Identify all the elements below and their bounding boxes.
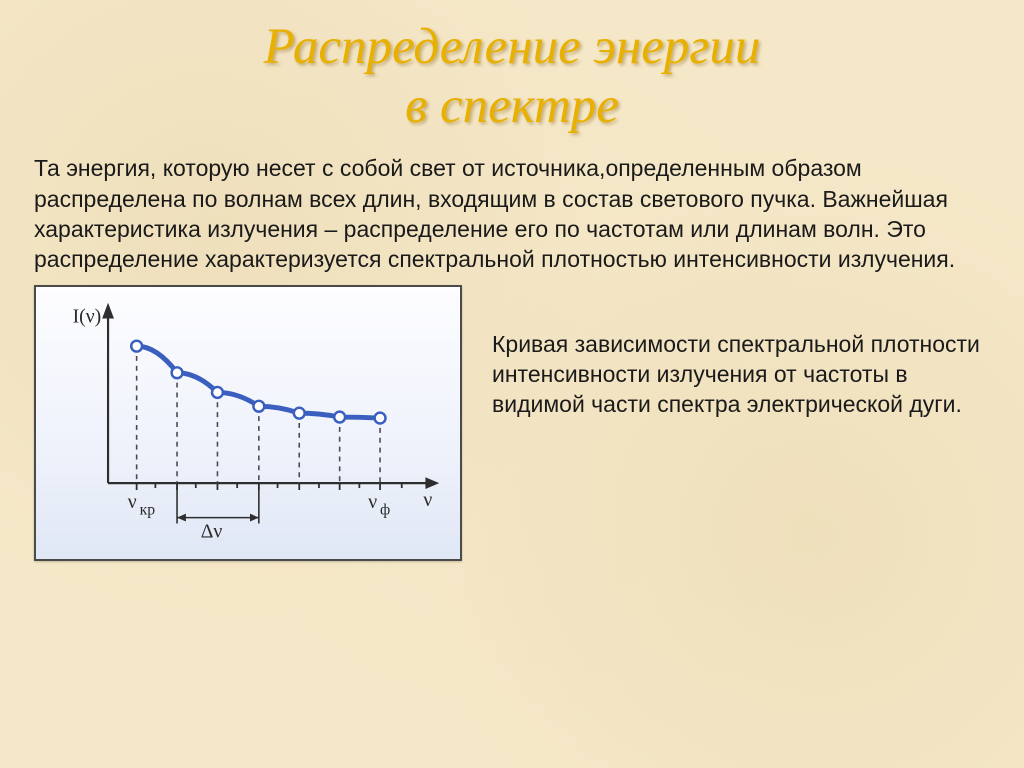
body-paragraph: Та энергия, которую несет с собой свет о… — [0, 135, 1024, 274]
spectrum-chart: I(ν)ννкрνфΔν — [34, 285, 462, 561]
svg-text:Δν: Δν — [201, 520, 223, 542]
chart-caption: Кривая зависимости спектральной плотност… — [462, 285, 996, 420]
svg-text:I(ν): I(ν) — [73, 305, 102, 327]
svg-text:ν: ν — [423, 489, 432, 511]
svg-text:ν: ν — [128, 490, 137, 512]
title-line-2: в спектре — [0, 77, 1024, 136]
svg-text:ν: ν — [368, 490, 377, 512]
svg-text:кр: кр — [140, 501, 156, 518]
spectrum-chart-svg: I(ν)ννкрνфΔν — [36, 287, 460, 559]
svg-text:ф: ф — [380, 501, 390, 518]
title-line-1: Распределение энергии — [0, 18, 1024, 77]
